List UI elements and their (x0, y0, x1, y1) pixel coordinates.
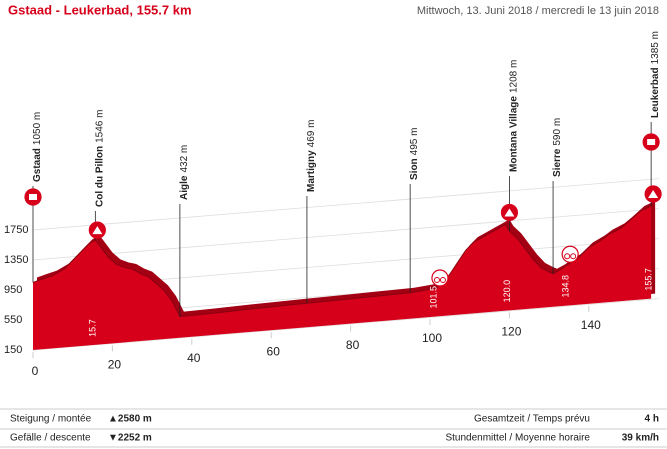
stat-label: Steigung / montée (10, 414, 92, 425)
x-tick-label: 20 (108, 358, 122, 372)
icon-glyph (92, 226, 103, 235)
y-tick-label: 150 (4, 344, 22, 356)
waypoint-name: Martigny (306, 150, 317, 192)
km-marker: 101.5 (428, 286, 438, 309)
waypoint-altitude: 1208 m (508, 60, 519, 93)
waypoint-label: Col du Pillon 1546 m (94, 110, 105, 207)
waypoint-altitude: 495 m (409, 128, 420, 156)
icon-glyph (564, 253, 571, 260)
grid-line (32, 298, 660, 351)
waypoint-name: Aigle (179, 175, 190, 200)
waypoint-label: Sierre 590 m (552, 118, 563, 177)
y-tick-label: 550 (4, 314, 22, 326)
icon-glyph (648, 189, 659, 198)
x-tick-label: 40 (187, 351, 201, 365)
x-tick-label: 100 (422, 331, 442, 345)
waypoint-label: Sion 495 m (409, 128, 420, 180)
stat-label: Stundenmittel / Moyenne horaire (445, 433, 590, 444)
stat-value: ▼2252 m (108, 433, 152, 444)
icon-glyph (570, 253, 577, 260)
waypoint-label: Leukerbad 1385 m (650, 31, 661, 118)
area-fill (33, 205, 652, 350)
icon-glyph (439, 277, 446, 284)
x-tick-label: 60 (267, 344, 281, 358)
waypoint-label: Montana Village 1208 m (508, 60, 519, 172)
chart-subtitle: Mittwoch, 13. Juni 2018 / mercredi le 13… (417, 5, 659, 17)
grid-line (32, 178, 660, 231)
km-marker: 15.7 (88, 319, 98, 337)
waypoint-altitude: 1546 m (94, 110, 105, 143)
y-tick-label: 1350 (4, 254, 28, 266)
icon (431, 269, 449, 287)
waypoint-name: Leukerbad (650, 67, 661, 118)
waypoint-altitude: 590 m (552, 118, 563, 146)
icon (561, 245, 579, 263)
km-marker: 120.0 (502, 280, 512, 303)
grid-line (32, 208, 660, 261)
waypoint-altitude: 1385 m (650, 31, 661, 64)
icon-glyph (433, 277, 440, 284)
y-tick-label: 950 (4, 284, 22, 296)
x-tick-label: 120 (501, 325, 521, 339)
waypoint-name: Col du Pillon (94, 146, 105, 207)
stat-label: Gefälle / descente (10, 433, 91, 444)
icon-glyph (504, 208, 515, 217)
waypoint-name: Montana Village (508, 96, 519, 172)
x-tick-label: 80 (346, 338, 360, 352)
waypoint-label: Aigle 432 m (179, 145, 190, 200)
waypoint-altitude: 469 m (306, 120, 317, 148)
waypoint-label: Gstaad 1050 m (32, 112, 43, 182)
stat-label: Gesamtzeit / Temps prévu (474, 414, 590, 425)
y-tick-label: 1750 (4, 224, 28, 236)
waypoint-altitude: 1050 m (32, 112, 43, 145)
icon-glyph (29, 194, 37, 200)
icon-glyph (647, 139, 656, 145)
km-marker: 134.8 (561, 275, 571, 298)
x-tick-label: 140 (581, 318, 601, 332)
waypoint-name: Sierre (552, 148, 563, 177)
stat-value: 4 h (645, 414, 659, 425)
waypoint-name: Gstaad (32, 148, 43, 182)
waypoint-altitude: 432 m (179, 145, 190, 173)
waypoint-label: Martigny 469 m (306, 120, 317, 192)
chart-title: Gstaad - Leukerbad, 155.7 km (8, 2, 192, 17)
waypoint-name: Sion (409, 158, 420, 180)
stat-value: 39 km/h (622, 433, 659, 444)
x-tick-label: 0 (32, 364, 39, 378)
stat-value: ▲2580 m (108, 414, 152, 425)
km-marker: 155.7 (644, 268, 654, 291)
